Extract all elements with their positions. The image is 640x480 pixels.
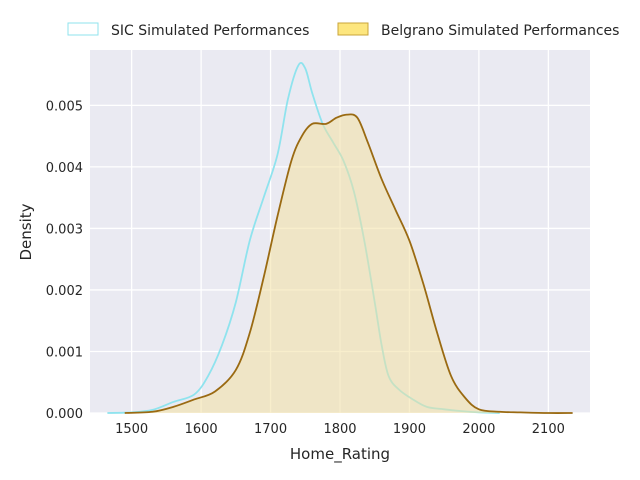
x-tick-label: 2000 <box>462 422 495 437</box>
x-tick-label: 1900 <box>393 422 426 437</box>
x-tick-label: 1800 <box>323 422 356 437</box>
tick-labels: 1500 1600 1700 1800 1900 2000 2100 0.000 0.001 0.… <box>46 99 565 437</box>
series-line-belgrano <box>124 113 573 414</box>
legend-label-belgrano: Belgrano Simulated Performances <box>381 23 619 39</box>
legend: SIC Simulated Performances Belgrano Simu… <box>67 22 619 39</box>
y-tick-label: 0.004 <box>46 161 83 176</box>
series-area-belgrano <box>124 114 573 414</box>
x-axis-label: Home_Rating <box>290 445 390 464</box>
y-tick-label: 0.002 <box>46 284 83 299</box>
y-axis-label: Density <box>17 203 35 260</box>
x-tick-label: 1700 <box>254 422 287 437</box>
legend-swatch-belgrano <box>337 22 369 36</box>
y-tick-label: 0.001 <box>46 345 83 360</box>
legend-label-sic: SIC Simulated Performances <box>111 23 309 39</box>
y-tick-label: 0.003 <box>46 222 83 237</box>
x-tick-label: 1600 <box>185 422 218 437</box>
y-tick-label: 0.000 <box>46 407 83 422</box>
x-tick-label: 2100 <box>532 422 565 437</box>
x-tick-label: 1500 <box>115 422 148 437</box>
legend-swatch-sic <box>67 22 99 36</box>
series-layer <box>107 61 573 414</box>
y-tick-label: 0.005 <box>46 99 83 114</box>
